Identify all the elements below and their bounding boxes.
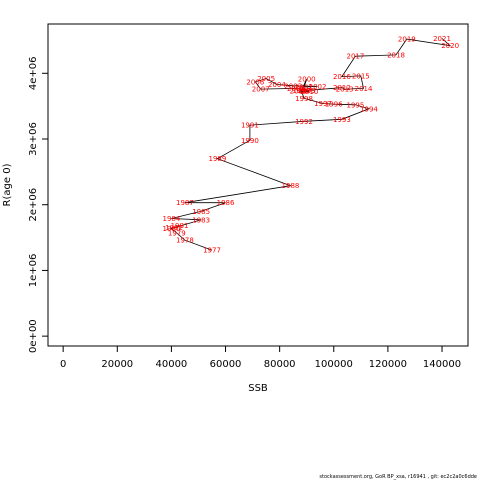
x-tick-label: 60000 bbox=[210, 359, 242, 370]
y-tick-label: 0e+00 bbox=[28, 319, 39, 353]
x-axis-title: SSB bbox=[248, 383, 268, 394]
y-tick-label: 4e+06 bbox=[28, 56, 39, 90]
year-label-point: 1998 bbox=[295, 95, 313, 103]
year-label-point: 1992 bbox=[295, 118, 313, 126]
year-label-point: 2011 bbox=[290, 88, 308, 96]
plot-frame bbox=[47, 23, 469, 347]
x-tick-label: 100000 bbox=[315, 359, 353, 370]
year-label-point: 1978 bbox=[176, 237, 194, 245]
year-label-point: 2012 bbox=[333, 84, 351, 92]
year-label-point: 1985 bbox=[192, 208, 210, 216]
footer-credit: stockassessment.org, GoR BP_xsa, r16941 … bbox=[319, 474, 477, 480]
year-label-point: 1997 bbox=[314, 100, 332, 108]
year-label-point: 2005 bbox=[257, 75, 275, 83]
year-label-point: 1995 bbox=[347, 101, 365, 109]
year-label-point: 1983 bbox=[192, 216, 210, 224]
year-label-point: 2006 bbox=[246, 78, 264, 86]
year-label-point: 1980 bbox=[162, 225, 180, 233]
year-label-point: 1991 bbox=[241, 122, 259, 130]
year-label-point: 2015 bbox=[352, 72, 370, 80]
x-axis: 0 20000 40000 60000 80000 100000 120000 140000 bbox=[60, 345, 461, 370]
trajectory-polyline bbox=[170, 38, 452, 251]
year-label-point: 1993 bbox=[333, 116, 351, 124]
y-tick-label: 2e+06 bbox=[28, 188, 39, 222]
x-tick-label: 0 bbox=[60, 359, 66, 370]
year-label-point: 2007 bbox=[252, 86, 270, 94]
year-label-point: 1986 bbox=[217, 199, 235, 207]
year-label-point: 2016 bbox=[333, 73, 351, 81]
recruitment-trajectory-line bbox=[170, 38, 452, 251]
year-label-point: 1987 bbox=[176, 199, 194, 207]
year-label-point: 2003 bbox=[284, 82, 302, 90]
year-label-point: 2019 bbox=[398, 36, 416, 44]
year-label-point: 2004 bbox=[268, 81, 286, 89]
year-label-point: 1988 bbox=[282, 182, 300, 190]
x-tick-label: 80000 bbox=[264, 359, 296, 370]
year-label-point: 2013 bbox=[336, 86, 354, 94]
year-label-point: 1996 bbox=[325, 101, 343, 109]
y-tick-label: 1e+06 bbox=[28, 254, 39, 288]
y-tick-label: 3e+06 bbox=[28, 122, 39, 156]
year-label-point: 2002 bbox=[309, 83, 327, 91]
year-label-point: 2010 bbox=[301, 88, 319, 96]
year-label-point: 1990 bbox=[241, 137, 259, 145]
year-label-point: 2009 bbox=[298, 87, 316, 95]
y-axis-title: R(age 0) bbox=[2, 163, 13, 206]
year-label-point: 1981 bbox=[171, 222, 189, 230]
y-axis: 0e+00 1e+06 2e+06 3e+06 4e+06 bbox=[28, 56, 49, 353]
year-label-point: 1989 bbox=[208, 155, 226, 163]
year-label-point: 1984 bbox=[162, 215, 180, 223]
year-label-point: 2000 bbox=[298, 76, 316, 84]
year-label-point: 1994 bbox=[360, 105, 378, 113]
year-label-point: 2018 bbox=[387, 51, 405, 59]
year-label-point: 2008 bbox=[287, 85, 305, 93]
year-label-point: 2021 bbox=[433, 35, 451, 43]
year-label-point: 1999 bbox=[292, 87, 310, 95]
year-label-point: 2014 bbox=[355, 85, 373, 93]
year-label-point: 2017 bbox=[347, 53, 365, 61]
year-label-point: 1977 bbox=[203, 247, 221, 255]
year-label-point: 1979 bbox=[168, 229, 186, 237]
x-tick-label: 140000 bbox=[423, 359, 461, 370]
x-tick-label: 40000 bbox=[155, 359, 187, 370]
x-tick-label: 20000 bbox=[101, 359, 133, 370]
x-tick-label: 120000 bbox=[369, 359, 407, 370]
year-label-point: 2001 bbox=[295, 84, 313, 92]
year-label-point: 1982 bbox=[165, 224, 183, 232]
year-label-point: 2020 bbox=[441, 42, 459, 50]
